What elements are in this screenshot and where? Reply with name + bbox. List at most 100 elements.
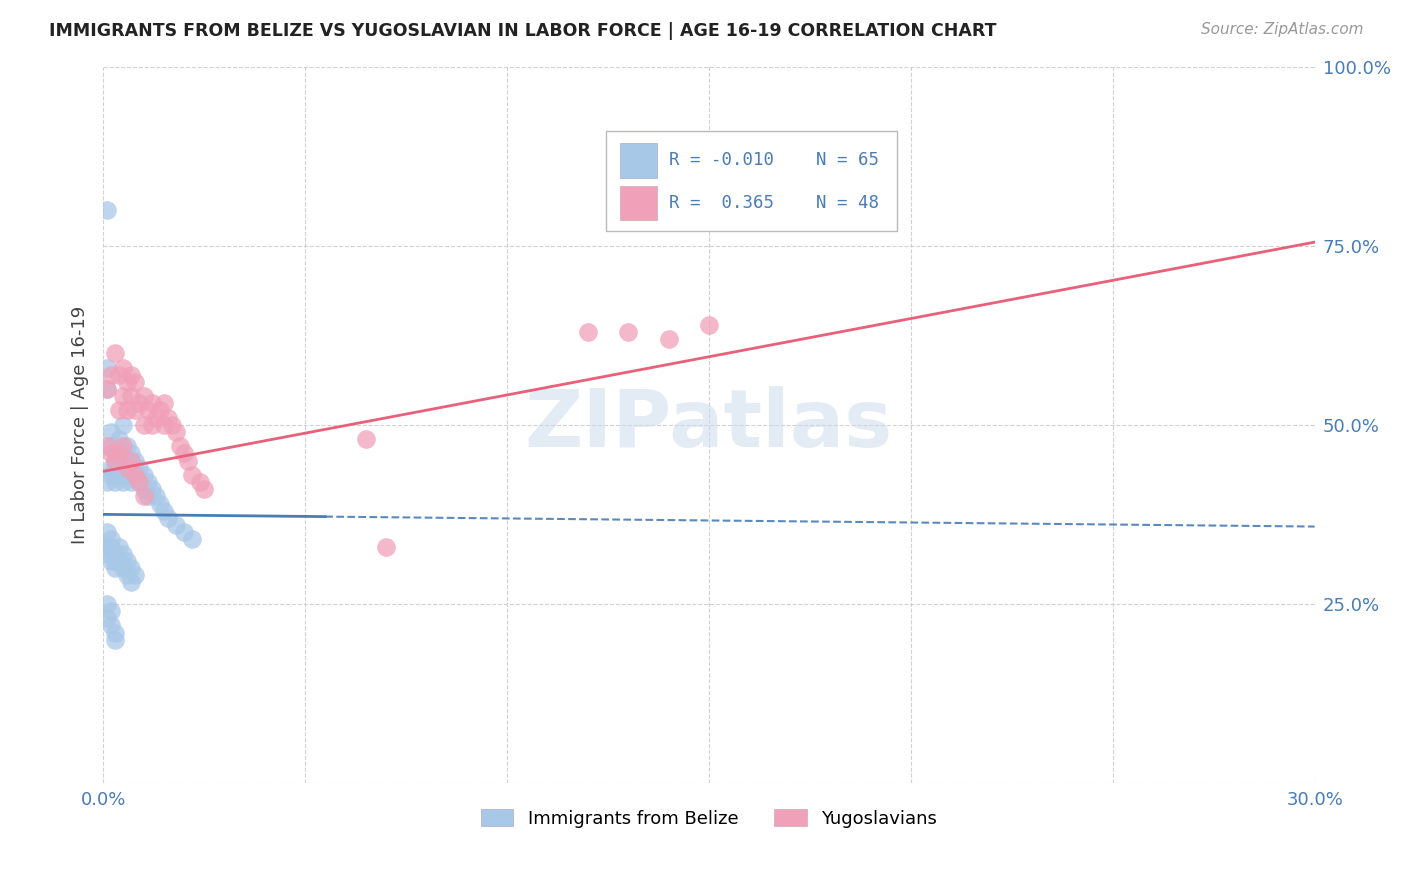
Point [177,453,200,467]
Point [108,446,131,460]
Point [617,325,640,339]
Point [100,540,122,554]
Point [141,396,163,410]
Point [104,625,127,640]
Point [117,467,139,482]
Point [96,597,118,611]
Point [112,561,135,575]
Point [108,540,131,554]
Point [104,554,127,568]
Point [104,460,127,475]
Point [96,439,118,453]
Point [112,417,135,432]
Point [108,554,131,568]
Text: IMMIGRANTS FROM BELIZE VS YUGOSLAVIAN IN LABOR FORCE | AGE 16-19 CORRELATION CHA: IMMIGRANTS FROM BELIZE VS YUGOSLAVIAN IN… [49,22,997,40]
Point [188,475,211,490]
Point [112,475,135,490]
Point [100,446,122,460]
Point [100,460,122,475]
Point [117,439,139,453]
Point [108,432,131,446]
Legend: Immigrants from Belize, Yugoslavians: Immigrants from Belize, Yugoslavians [474,802,945,835]
Point [156,511,179,525]
Point [152,396,174,410]
Point [117,568,139,582]
Point [120,561,142,575]
Text: R =  0.365    N = 48: R = 0.365 N = 48 [669,194,879,211]
Point [108,460,131,475]
Point [128,396,150,410]
Point [132,490,155,504]
Point [156,410,179,425]
Point [181,467,204,482]
Point [132,483,155,497]
Point [697,318,720,332]
Point [120,575,142,590]
Point [104,561,127,575]
FancyBboxPatch shape [606,131,897,231]
Point [152,504,174,518]
Point [112,389,135,403]
Point [112,446,135,460]
Point [160,417,183,432]
FancyBboxPatch shape [620,186,657,220]
Point [104,453,127,467]
Point [136,403,159,417]
Point [104,632,127,647]
Point [104,547,127,561]
Point [165,425,187,439]
Point [112,439,135,453]
Point [100,533,122,547]
Point [108,403,131,417]
Point [96,475,118,490]
Point [108,467,131,482]
Y-axis label: In Labor Force | Age 16-19: In Labor Force | Age 16-19 [72,306,89,544]
Point [165,518,187,533]
Text: R = -0.010    N = 65: R = -0.010 N = 65 [669,152,879,169]
Point [141,417,163,432]
Point [132,389,155,403]
Point [100,604,122,618]
FancyBboxPatch shape [620,144,657,178]
Point [136,475,159,490]
Point [173,525,195,540]
Point [96,202,118,217]
Point [128,475,150,490]
Point [96,382,118,396]
Point [96,540,118,554]
Point [117,375,139,389]
Point [117,453,139,467]
Point [104,346,127,360]
Point [120,368,142,382]
Point [124,568,146,582]
Point [145,490,167,504]
Text: ZIPatlas: ZIPatlas [524,386,893,464]
Point [124,375,146,389]
Point [124,403,146,417]
Point [100,439,122,453]
Point [132,467,155,482]
Point [100,368,122,382]
Point [141,483,163,497]
Point [576,325,599,339]
Point [117,554,139,568]
Point [169,439,191,453]
Point [124,453,146,467]
Point [132,417,155,432]
Point [128,475,150,490]
Point [112,547,135,561]
Point [104,475,127,490]
Point [193,483,215,497]
Point [104,446,127,460]
Point [173,446,195,460]
Point [124,467,146,482]
Point [149,403,172,417]
Point [96,360,118,375]
Point [96,525,118,540]
Point [145,410,167,425]
Point [96,547,118,561]
Point [149,497,172,511]
Text: Source: ZipAtlas.com: Source: ZipAtlas.com [1201,22,1364,37]
Point [120,475,142,490]
Point [136,490,159,504]
